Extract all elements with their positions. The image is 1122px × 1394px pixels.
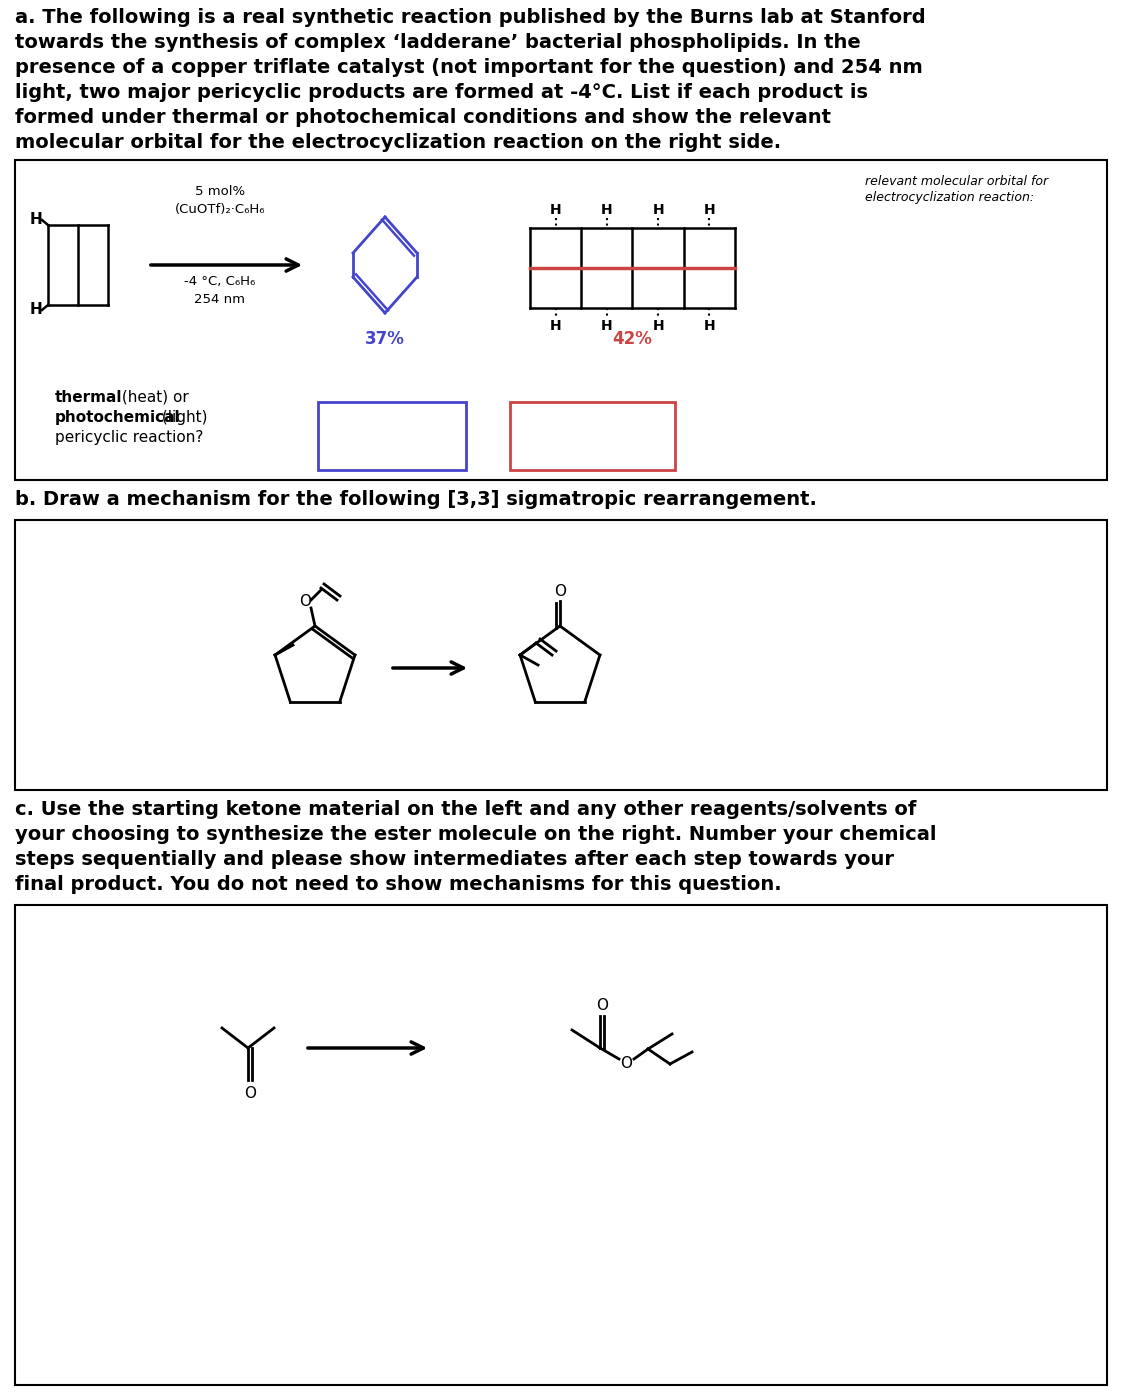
Text: (CuOTf)₂·C₆H₆: (CuOTf)₂·C₆H₆	[175, 204, 265, 216]
Text: 254 nm: 254 nm	[194, 293, 246, 307]
Text: H: H	[703, 204, 715, 217]
Text: H: H	[652, 204, 664, 217]
Text: 5 mol%: 5 mol%	[195, 185, 245, 198]
Text: relevant molecular orbital for
electrocyclization reaction:: relevant molecular orbital for electrocy…	[865, 176, 1048, 204]
Text: H: H	[550, 204, 561, 217]
Text: 37%: 37%	[365, 330, 405, 348]
Text: H: H	[29, 302, 43, 318]
Text: (light): (light)	[157, 410, 208, 425]
Bar	[318, 401, 466, 470]
Text: H: H	[550, 319, 561, 333]
Bar	[511, 401, 675, 470]
Text: H: H	[703, 319, 715, 333]
Text: c. Use the starting ketone material on the left and any other reagents/solvents : c. Use the starting ketone material on t…	[15, 800, 937, 894]
Text: H: H	[601, 319, 613, 333]
Bar	[15, 520, 1107, 790]
Text: O: O	[243, 1086, 256, 1100]
Text: (heat) or: (heat) or	[117, 390, 188, 406]
Text: thermal: thermal	[55, 390, 122, 406]
Text: O: O	[620, 1057, 632, 1072]
Text: H: H	[652, 319, 664, 333]
Text: O: O	[298, 594, 311, 609]
Text: H: H	[29, 212, 43, 227]
Text: 42%: 42%	[613, 330, 652, 348]
Bar	[15, 160, 1107, 480]
Text: photochemical: photochemical	[55, 410, 181, 425]
Text: pericyclic reaction?: pericyclic reaction?	[55, 429, 203, 445]
Text: -4 °C, C₆H₆: -4 °C, C₆H₆	[184, 275, 256, 289]
Text: O: O	[596, 998, 608, 1012]
Bar	[15, 905, 1107, 1386]
Text: a. The following is a real synthetic reaction published by the Burns lab at Stan: a. The following is a real synthetic rea…	[15, 8, 926, 152]
Text: O: O	[554, 584, 565, 598]
Text: b. Draw a mechanism for the following [3,3] sigmatropic rearrangement.: b. Draw a mechanism for the following [3…	[15, 491, 817, 509]
Text: H: H	[601, 204, 613, 217]
